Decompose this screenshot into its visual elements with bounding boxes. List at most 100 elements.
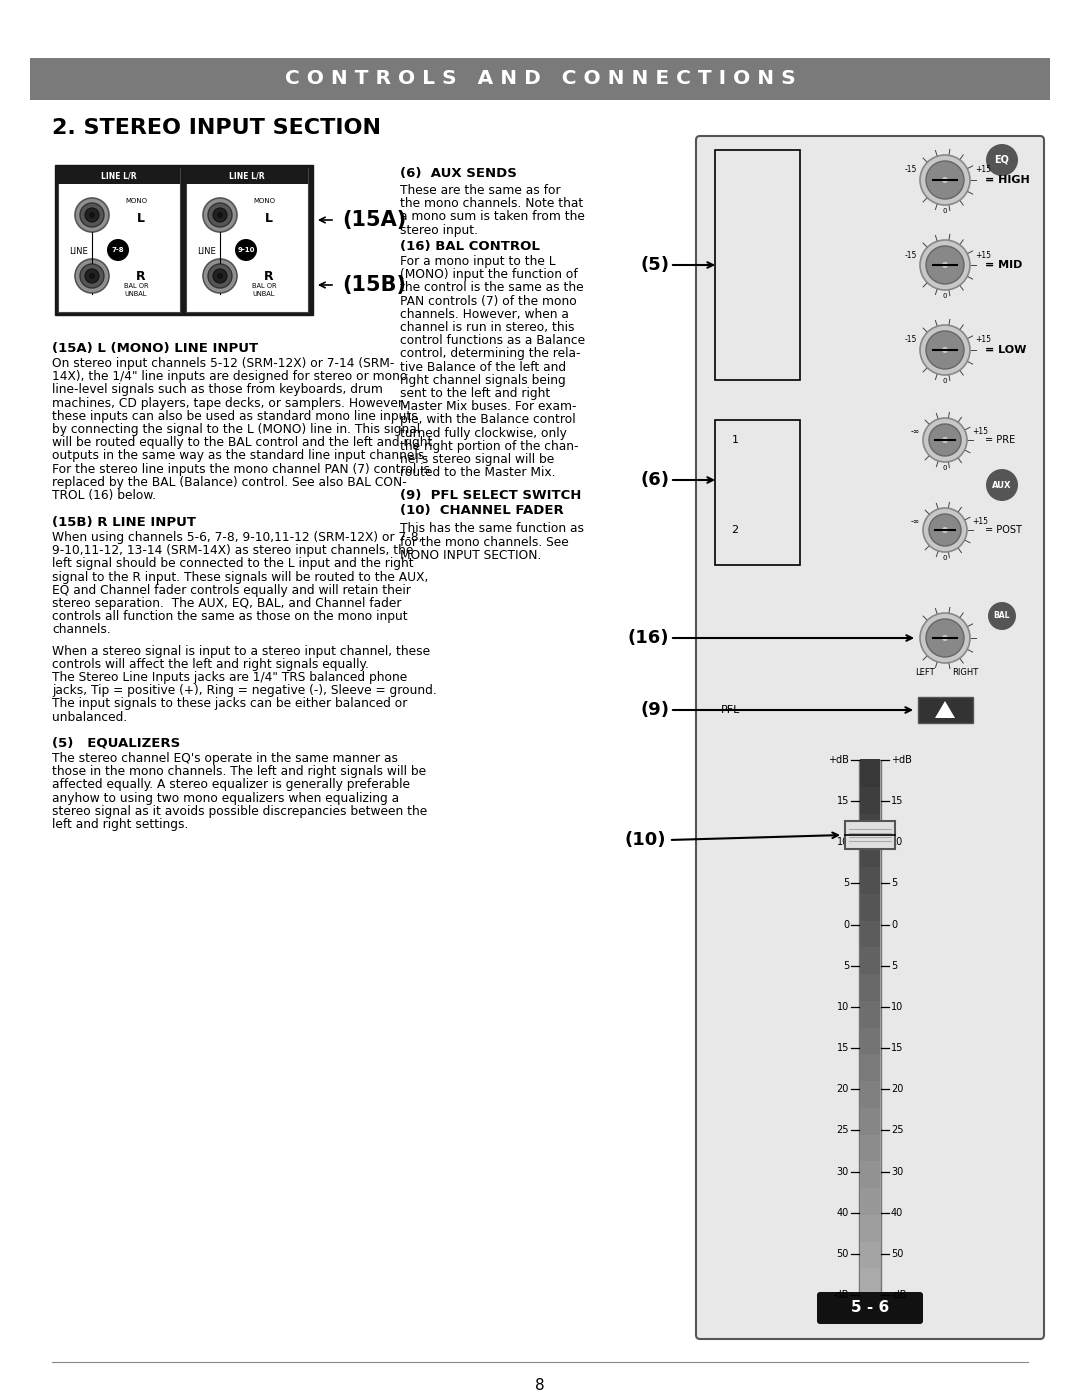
Text: 2: 2 xyxy=(731,525,739,535)
Text: left and right settings.: left and right settings. xyxy=(52,819,188,831)
Text: tive Balance of the left and: tive Balance of the left and xyxy=(400,360,566,373)
Text: 9-10: 9-10 xyxy=(238,247,255,253)
Circle shape xyxy=(217,272,222,279)
Circle shape xyxy=(923,509,967,552)
Bar xyxy=(860,1187,880,1215)
Text: L: L xyxy=(265,211,273,225)
Text: controls all function the same as those on the mono input: controls all function the same as those … xyxy=(52,610,407,623)
Text: 40: 40 xyxy=(891,1207,903,1218)
Circle shape xyxy=(920,155,970,205)
Text: channel is run in stereo, this: channel is run in stereo, this xyxy=(400,321,575,334)
Circle shape xyxy=(85,270,99,284)
Text: +15: +15 xyxy=(975,335,991,345)
Text: 25: 25 xyxy=(891,1126,904,1136)
Circle shape xyxy=(75,198,109,232)
Circle shape xyxy=(929,514,961,546)
Text: 15: 15 xyxy=(837,1044,849,1053)
Text: +dB: +dB xyxy=(828,754,849,766)
Text: LINE: LINE xyxy=(69,246,87,256)
Bar xyxy=(55,165,313,314)
Text: L: L xyxy=(137,211,145,225)
Circle shape xyxy=(942,527,948,534)
Text: control functions as a Balance: control functions as a Balance xyxy=(400,334,585,348)
Circle shape xyxy=(89,212,95,218)
Text: Master Mix buses. For exam-: Master Mix buses. For exam- xyxy=(400,400,577,414)
Bar xyxy=(860,1133,880,1161)
Text: For the stereo line inputs the mono channel PAN (7) control is: For the stereo line inputs the mono chan… xyxy=(52,462,430,475)
Bar xyxy=(186,168,308,312)
Text: 5 - 6: 5 - 6 xyxy=(851,1301,889,1316)
Bar xyxy=(860,1214,880,1242)
Circle shape xyxy=(986,144,1018,176)
Text: AUX: AUX xyxy=(993,481,1012,489)
Text: (15B) R LINE INPUT: (15B) R LINE INPUT xyxy=(52,515,195,529)
Text: a mono sum is taken from the: a mono sum is taken from the xyxy=(400,211,585,224)
Bar xyxy=(859,760,881,1295)
Text: 0: 0 xyxy=(943,379,947,384)
Text: machines, CD players, tape decks, or samplers. However,: machines, CD players, tape decks, or sam… xyxy=(52,397,407,409)
Circle shape xyxy=(80,203,104,226)
Text: = MID: = MID xyxy=(985,260,1023,270)
Text: stereo signal as it avoids possible discrepancies between the: stereo signal as it avoids possible disc… xyxy=(52,805,428,817)
Circle shape xyxy=(926,246,964,284)
Text: The input signals to these jacks can be either balanced or: The input signals to these jacks can be … xyxy=(52,697,407,711)
Circle shape xyxy=(942,263,948,268)
Text: 30: 30 xyxy=(837,1166,849,1176)
Bar xyxy=(860,946,880,974)
Text: (9): (9) xyxy=(640,701,670,719)
Text: = PRE: = PRE xyxy=(985,434,1015,446)
Circle shape xyxy=(217,212,222,218)
Text: -15: -15 xyxy=(905,335,917,345)
Text: outputs in the same way as the standard line input channels.: outputs in the same way as the standard … xyxy=(52,450,428,462)
Bar xyxy=(860,893,880,921)
Circle shape xyxy=(986,469,1018,502)
Text: 1: 1 xyxy=(731,434,739,446)
Circle shape xyxy=(926,161,964,198)
Circle shape xyxy=(89,272,95,279)
Text: -15: -15 xyxy=(905,165,917,175)
Text: 0: 0 xyxy=(943,208,947,214)
Text: 20: 20 xyxy=(837,1084,849,1094)
Text: PAN controls (7) of the mono: PAN controls (7) of the mono xyxy=(400,295,577,307)
Text: When a stereo signal is input to a stereo input channel, these: When a stereo signal is input to a stere… xyxy=(52,644,430,658)
Text: channels. However, when a: channels. However, when a xyxy=(400,307,569,321)
Text: When using channels 5-6, 7-8, 9-10,11-12 (SRM-12X) or 7-8,: When using channels 5-6, 7-8, 9-10,11-12… xyxy=(52,531,422,543)
Text: 15: 15 xyxy=(891,1044,903,1053)
Bar xyxy=(860,1027,880,1055)
Circle shape xyxy=(107,239,129,261)
Bar xyxy=(860,1161,880,1187)
Circle shape xyxy=(213,208,227,222)
Text: -15: -15 xyxy=(905,250,917,260)
Text: R: R xyxy=(265,270,274,282)
Text: unbalanced.: unbalanced. xyxy=(52,711,127,724)
Text: EQ and Channel fader controls equally and will retain their: EQ and Channel fader controls equally an… xyxy=(52,584,410,597)
Circle shape xyxy=(213,270,227,284)
Bar xyxy=(860,1000,880,1028)
Text: MONO: MONO xyxy=(125,198,147,204)
Text: the control is the same as the: the control is the same as the xyxy=(400,281,583,295)
Circle shape xyxy=(988,602,1016,630)
Text: MONO INPUT SECTION.: MONO INPUT SECTION. xyxy=(400,549,541,562)
Bar xyxy=(58,168,180,312)
Circle shape xyxy=(926,619,964,657)
Text: 0: 0 xyxy=(943,465,947,471)
Text: +dB: +dB xyxy=(891,754,912,766)
Text: (MONO) input the function of: (MONO) input the function of xyxy=(400,268,578,281)
Text: 8: 8 xyxy=(536,1377,544,1393)
Text: (9)  PFL SELECT SWITCH: (9) PFL SELECT SWITCH xyxy=(400,489,581,503)
Text: BAL OR
UNBAL: BAL OR UNBAL xyxy=(252,284,276,296)
Text: 2. STEREO INPUT SECTION: 2. STEREO INPUT SECTION xyxy=(52,117,381,138)
Text: the mono channels. Note that: the mono channels. Note that xyxy=(400,197,583,210)
Text: channels.: channels. xyxy=(52,623,111,637)
Text: signal to the R input. These signals will be routed to the AUX,: signal to the R input. These signals wil… xyxy=(52,570,429,584)
Text: sent to the left and right: sent to the left and right xyxy=(400,387,550,400)
Bar xyxy=(186,168,308,184)
Text: -dB: -dB xyxy=(833,1289,849,1301)
Text: -dB: -dB xyxy=(891,1289,907,1301)
Text: C O N T R O L S   A N D   C O N N E C T I O N S: C O N T R O L S A N D C O N N E C T I O … xyxy=(285,70,795,88)
Text: the right portion of the chan-: the right portion of the chan- xyxy=(400,440,579,453)
Bar xyxy=(58,168,180,184)
Bar xyxy=(860,840,880,868)
Text: LINE L/R: LINE L/R xyxy=(102,172,137,180)
Text: 10: 10 xyxy=(891,837,903,848)
